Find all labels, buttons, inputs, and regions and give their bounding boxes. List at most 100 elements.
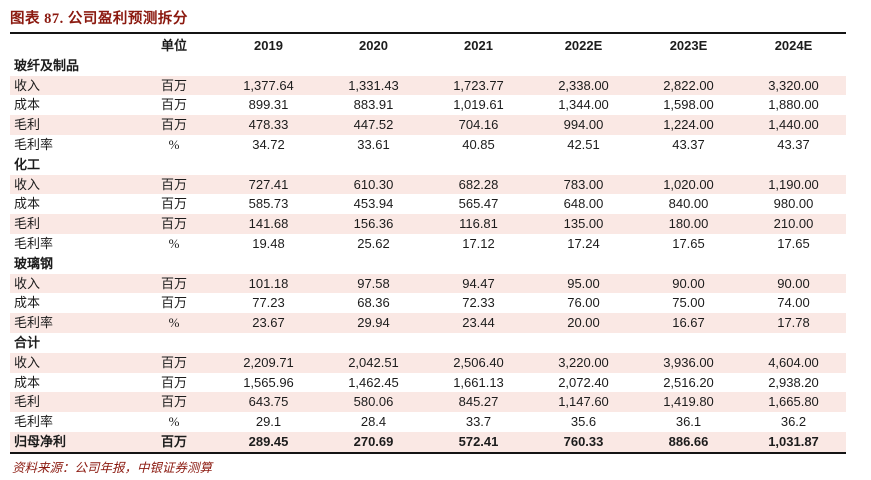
table-row: 成本 百万 585.73 453.94 565.47 648.00 840.00 980.00 bbox=[10, 194, 846, 214]
table-row: 毛利率% 34.72 33.61 40.85 42.51 43.37 43.37 bbox=[10, 135, 846, 155]
value-cell: 1,031.87 bbox=[768, 433, 819, 449]
row-label: 毛利率 bbox=[14, 235, 54, 251]
value-cell: 447.52 bbox=[353, 117, 394, 133]
unit-cell: 百万 bbox=[160, 216, 187, 232]
value-cell: 727.41 bbox=[248, 176, 289, 192]
header-year: 2020 bbox=[359, 38, 388, 53]
value-cell: 3,320.00 bbox=[768, 77, 819, 93]
value-cell: 74.00 bbox=[777, 295, 810, 311]
value-cell: 478.33 bbox=[248, 117, 289, 133]
section-header-row: 玻纤及制品 bbox=[10, 56, 846, 76]
table-row: 成本 百万 77.23 68.36 72.33 76.00 75.00 74.00 bbox=[10, 293, 846, 313]
value-cell: 2,072.40 bbox=[558, 374, 609, 390]
value-cell: 17.12 bbox=[462, 235, 495, 251]
header-spacer bbox=[10, 36, 132, 56]
profit-forecast-table: 单位 2019 2020 2021 2022E 2023E 2024E 玻纤及制品 收入 百万… bbox=[10, 36, 846, 452]
value-cell: 783.00 bbox=[563, 176, 604, 192]
table-row: 归母净利 百万 289.45 270.69 572.41 760.33 886.66 1,03… bbox=[10, 431, 846, 452]
row-label: 成本 bbox=[14, 374, 41, 390]
row-label: 成本 bbox=[14, 97, 41, 113]
value-cell: 29.94 bbox=[357, 315, 390, 331]
value-cell: 1,190.00 bbox=[768, 176, 819, 192]
value-cell: 994.00 bbox=[563, 117, 604, 133]
top-rule bbox=[10, 32, 846, 34]
section-header-row: 化工 bbox=[10, 155, 846, 175]
unit-cell: 百万 bbox=[160, 196, 187, 212]
value-cell: 90.00 bbox=[672, 275, 705, 291]
unit-cell: 百万 bbox=[160, 176, 187, 192]
value-cell: 17.24 bbox=[567, 235, 600, 251]
section-header-row: 合计 bbox=[10, 333, 846, 353]
value-cell: 2,822.00 bbox=[663, 77, 714, 93]
row-label: 毛利率 bbox=[14, 315, 54, 331]
value-cell: 34.72 bbox=[252, 136, 285, 152]
table-row: 收入 百万 101.18 97.58 94.47 95.00 90.00 90.00 bbox=[10, 273, 846, 294]
value-cell: 1,723.77 bbox=[453, 77, 504, 93]
value-cell: 3,220.00 bbox=[558, 354, 609, 370]
table-row: 成本 百万 1,565.96 1,462.45 1,661.13 2,072.40 2,51… bbox=[10, 373, 846, 393]
value-cell: 1,880.00 bbox=[768, 97, 819, 113]
section-title: 玻璃钢 bbox=[14, 255, 54, 271]
row-label: 毛利率 bbox=[14, 414, 54, 430]
value-cell: 17.65 bbox=[777, 235, 810, 251]
figure-title: 图表 87. 公司盈利预测拆分 bbox=[10, 11, 188, 27]
value-cell: 23.67 bbox=[252, 315, 285, 331]
unit-cell: 百万 bbox=[160, 374, 187, 390]
section-title: 合计 bbox=[14, 334, 41, 350]
row-label: 毛利 bbox=[14, 394, 41, 410]
header-unit: 单位 bbox=[160, 38, 187, 53]
value-cell: 585.73 bbox=[248, 196, 289, 212]
value-cell: 1,440.00 bbox=[768, 117, 819, 133]
value-cell: 94.47 bbox=[462, 275, 495, 291]
value-cell: 180.00 bbox=[668, 216, 709, 232]
value-cell: 1,661.13 bbox=[453, 374, 504, 390]
value-cell: 886.66 bbox=[668, 433, 709, 449]
value-cell: 1,344.00 bbox=[558, 97, 609, 113]
value-cell: 883.91 bbox=[353, 97, 394, 113]
value-cell: 33.7 bbox=[465, 414, 492, 430]
value-cell: 2,506.40 bbox=[453, 354, 504, 370]
value-cell: 20.00 bbox=[567, 315, 600, 331]
section-header-row: 玻璃钢 bbox=[10, 254, 846, 274]
value-cell: 453.94 bbox=[353, 196, 394, 212]
value-cell: 1,565.96 bbox=[243, 374, 294, 390]
value-cell: 101.18 bbox=[248, 275, 289, 291]
value-cell: 17.65 bbox=[672, 235, 705, 251]
table-row: 成本 百万 899.31 883.91 1,019.61 1,344.00 1,598.00… bbox=[10, 95, 846, 115]
value-cell: 4,604.00 bbox=[768, 354, 819, 370]
table-row: 收入 百万 2,209.71 2,042.51 2,506.40 3,220.00 3,93… bbox=[10, 352, 846, 373]
value-cell: 1,462.45 bbox=[348, 374, 399, 390]
value-cell: 2,042.51 bbox=[348, 354, 399, 370]
value-cell: 36.2 bbox=[780, 414, 807, 430]
unit-cell: % bbox=[168, 235, 180, 251]
value-cell: 648.00 bbox=[563, 196, 604, 212]
value-cell: 95.00 bbox=[567, 275, 600, 291]
value-cell: 2,338.00 bbox=[558, 77, 609, 93]
value-cell: 1,331.43 bbox=[348, 77, 399, 93]
value-cell: 35.6 bbox=[570, 414, 597, 430]
header-year: 2019 bbox=[254, 38, 283, 53]
row-label: 收入 bbox=[14, 77, 41, 93]
unit-cell: 百万 bbox=[160, 394, 187, 410]
row-label: 毛利率 bbox=[14, 136, 54, 152]
value-cell: 840.00 bbox=[668, 196, 709, 212]
row-label: 毛利 bbox=[14, 117, 41, 133]
value-cell: 1,665.80 bbox=[768, 394, 819, 410]
value-cell: 40.85 bbox=[462, 136, 495, 152]
value-cell: 75.00 bbox=[672, 295, 705, 311]
value-cell: 1,224.00 bbox=[663, 117, 714, 133]
value-cell: 33.61 bbox=[357, 136, 390, 152]
unit-cell: % bbox=[168, 414, 180, 430]
table-row: 收入 百万 1,377.64 1,331.43 1,723.77 2,338.00 2,82… bbox=[10, 75, 846, 96]
value-cell: 29.1 bbox=[255, 414, 282, 430]
unit-cell: % bbox=[168, 315, 180, 331]
value-cell: 17.78 bbox=[777, 315, 810, 331]
value-cell: 289.45 bbox=[248, 433, 289, 449]
table-row: 毛利 百万 478.33 447.52 704.16 994.00 1,224.00 1,44… bbox=[10, 115, 846, 135]
value-cell: 682.28 bbox=[458, 176, 499, 192]
value-cell: 156.36 bbox=[353, 216, 394, 232]
value-cell: 76.00 bbox=[567, 295, 600, 311]
value-cell: 1,598.00 bbox=[663, 97, 714, 113]
value-cell: 72.33 bbox=[462, 295, 495, 311]
row-label: 毛利 bbox=[14, 216, 41, 232]
